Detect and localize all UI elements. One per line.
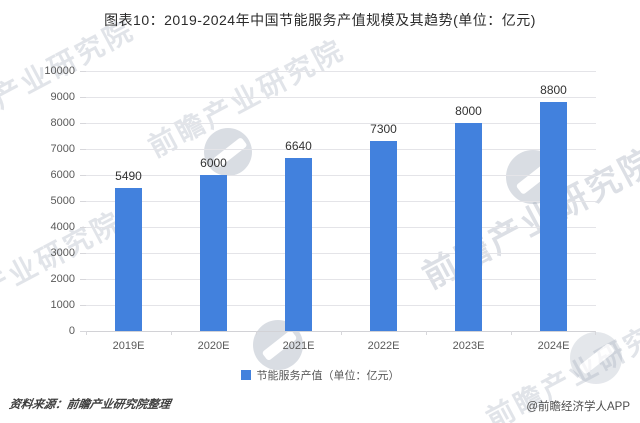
y-axis-tick-label: 8000 bbox=[50, 117, 75, 129]
bar-value-label: 8000 bbox=[455, 104, 482, 118]
x-axis-tick-label: 2019E bbox=[112, 340, 145, 352]
y-axis-tick-label: 9000 bbox=[50, 91, 75, 103]
x-axis-tick bbox=[511, 331, 512, 335]
y-axis-tick bbox=[80, 97, 86, 98]
bar-2020E bbox=[200, 175, 227, 331]
y-axis-tick bbox=[80, 305, 86, 306]
legend-marker-icon bbox=[240, 370, 251, 380]
y-axis-tick-label: 4000 bbox=[50, 221, 75, 233]
y-axis-tick bbox=[80, 175, 86, 176]
data-source-note: 资料来源：前瞻产业研究院整理 bbox=[8, 399, 172, 411]
y-axis-tick bbox=[80, 253, 86, 254]
gridline bbox=[86, 227, 596, 228]
x-axis-tick-label: 2023E bbox=[452, 340, 485, 352]
y-axis-tick-label: 2000 bbox=[50, 273, 75, 285]
bar-2023E bbox=[455, 123, 482, 331]
bar-value-label: 6000 bbox=[200, 156, 227, 170]
bar-2022E bbox=[370, 141, 397, 331]
gridline bbox=[86, 123, 596, 124]
x-axis-tick bbox=[341, 331, 342, 335]
bar-2019E bbox=[115, 188, 142, 331]
x-axis-tick bbox=[86, 331, 87, 335]
bar-value-label: 8800 bbox=[540, 83, 567, 98]
y-axis-tick-label: 0 bbox=[68, 325, 75, 337]
bar-value-label: 7300 bbox=[370, 122, 397, 137]
legend-label: 节能服务产值（单位：亿元） bbox=[256, 370, 400, 382]
x-axis-tick-label: 2020E bbox=[197, 340, 230, 352]
bar-chart-plot-area: 0 1000 2000 3000 4000 5000 6000 7000 8000 9000 100… bbox=[44, 65, 596, 352]
gridline bbox=[86, 201, 596, 202]
y-axis-tick bbox=[80, 201, 86, 202]
gridline bbox=[86, 279, 596, 280]
y-axis-tick-label: 6000 bbox=[50, 169, 75, 181]
y-axis-tick bbox=[80, 71, 86, 72]
x-axis-tick-label: 2022E bbox=[367, 340, 400, 352]
y-axis-tick bbox=[80, 227, 86, 228]
y-axis-tick bbox=[80, 279, 86, 280]
y-axis-tick bbox=[80, 149, 86, 150]
x-axis-tick bbox=[256, 331, 257, 335]
gridline bbox=[86, 97, 596, 98]
y-axis-tick-label: 1000 bbox=[50, 299, 75, 311]
x-axis-tick bbox=[426, 331, 427, 335]
bar-value-label: 6640 bbox=[285, 139, 312, 154]
gridline bbox=[86, 175, 596, 176]
bar-2024E bbox=[540, 102, 567, 331]
x-axis-tick bbox=[171, 331, 172, 335]
y-axis-tick-label: 3000 bbox=[50, 247, 75, 259]
bar-value-label: 5490 bbox=[115, 169, 142, 184]
y-axis-tick-label: 7000 bbox=[50, 143, 75, 155]
y-axis-tick-label: 10000 bbox=[44, 65, 75, 77]
bar-2021E bbox=[285, 158, 312, 331]
y-axis-tick bbox=[80, 331, 86, 332]
y-axis-tick-label: 5000 bbox=[50, 195, 75, 207]
x-axis-tick bbox=[595, 331, 596, 335]
gridline bbox=[86, 305, 596, 306]
chart-title: 图表10：2019-2024年中国节能服务产值规模及其趋势(单位：亿元) bbox=[104, 12, 536, 28]
y-axis-tick bbox=[80, 123, 86, 124]
x-axis-tick-label: 2024E bbox=[537, 340, 570, 352]
gridline bbox=[86, 71, 596, 72]
x-axis-tick-label: 2021E bbox=[282, 340, 315, 352]
chart-legend: 节能服务产值（单位：亿元） bbox=[0, 367, 640, 383]
gridline bbox=[86, 253, 596, 254]
credit-note: @前瞻经济学人APP bbox=[526, 401, 630, 413]
gridline bbox=[86, 149, 596, 150]
